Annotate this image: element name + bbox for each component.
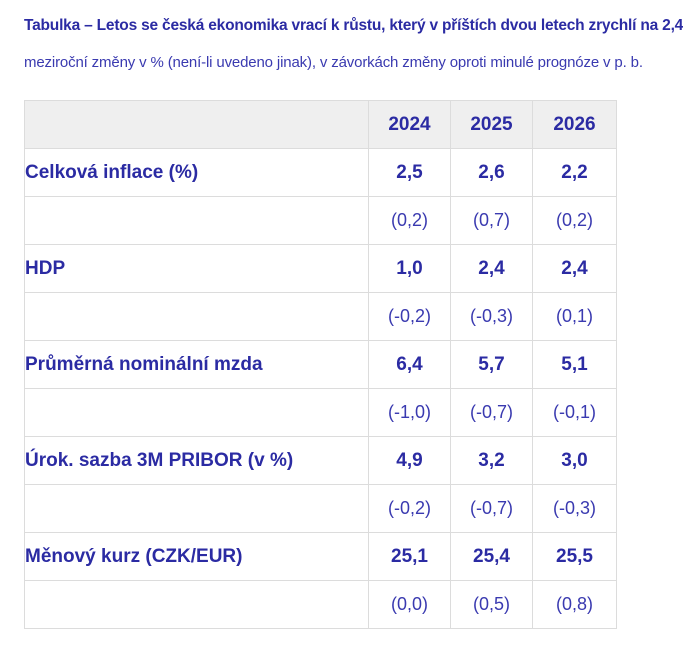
empty-cell	[24, 196, 369, 245]
change-cell: (-0,3)	[532, 484, 617, 533]
change-cell: (-0,7)	[450, 484, 533, 533]
table-subcaption: meziroční změny v % (není-li uvedeno jin…	[24, 54, 643, 71]
change-cell: (0,1)	[532, 292, 617, 341]
change-cell: (0,2)	[532, 196, 617, 245]
table-row: Celková inflace (%) 2,5 2,6 2,2	[24, 148, 617, 197]
value-cell: 3,0	[532, 436, 617, 485]
table-row: Měnový kurz (CZK/EUR) 25,1 25,4 25,5	[24, 532, 617, 581]
empty-cell	[24, 388, 369, 437]
table-row: Úrok. sazba 3M PRIBOR (v %) 4,9 3,2 3,0	[24, 436, 617, 485]
change-row: (-0,2) (-0,7) (-0,3)	[24, 484, 617, 533]
value-cell: 2,6	[450, 148, 533, 197]
table-caption: Tabulka – Letos se česká ekonomika vrací…	[24, 17, 683, 34]
value-cell: 4,9	[368, 436, 451, 485]
value-cell: 3,2	[450, 436, 533, 485]
header-corner-cell	[24, 100, 369, 149]
forecast-table: 2024 2025 2026 Celková inflace (%) 2,5 2…	[24, 100, 617, 629]
change-cell: (-0,2)	[368, 484, 451, 533]
change-cell: (-0,3)	[450, 292, 533, 341]
row-label: Průměrná nominální mzda	[24, 340, 369, 389]
value-cell: 25,5	[532, 532, 617, 581]
change-cell: (0,0)	[368, 580, 451, 629]
change-cell: (0,2)	[368, 196, 451, 245]
value-cell: 25,1	[368, 532, 451, 581]
value-cell: 5,7	[450, 340, 533, 389]
row-label: Měnový kurz (CZK/EUR)	[24, 532, 369, 581]
year-header: 2024	[368, 100, 451, 149]
change-row: (0,0) (0,5) (0,8)	[24, 580, 617, 629]
value-cell: 6,4	[368, 340, 451, 389]
change-cell: (-0,1)	[532, 388, 617, 437]
year-header: 2025	[450, 100, 533, 149]
value-cell: 25,4	[450, 532, 533, 581]
change-cell: (0,7)	[450, 196, 533, 245]
value-cell: 5,1	[532, 340, 617, 389]
change-row: (0,2) (0,7) (0,2)	[24, 196, 617, 245]
value-cell: 2,4	[532, 244, 617, 293]
header-row: 2024 2025 2026	[24, 100, 617, 149]
change-cell: (0,8)	[532, 580, 617, 629]
row-label: Úrok. sazba 3M PRIBOR (v %)	[24, 436, 369, 485]
value-cell: 2,2	[532, 148, 617, 197]
row-label: Celková inflace (%)	[24, 148, 369, 197]
change-cell: (-0,2)	[368, 292, 451, 341]
empty-cell	[24, 292, 369, 341]
table-row: HDP 1,0 2,4 2,4	[24, 244, 617, 293]
change-cell: (-1,0)	[368, 388, 451, 437]
change-cell: (0,5)	[450, 580, 533, 629]
value-cell: 2,4	[450, 244, 533, 293]
row-label: HDP	[24, 244, 369, 293]
table-row: Průměrná nominální mzda 6,4 5,7 5,1	[24, 340, 617, 389]
value-cell: 1,0	[368, 244, 451, 293]
value-cell: 2,5	[368, 148, 451, 197]
change-row: (-1,0) (-0,7) (-0,1)	[24, 388, 617, 437]
change-cell: (-0,7)	[450, 388, 533, 437]
empty-cell	[24, 484, 369, 533]
empty-cell	[24, 580, 369, 629]
year-header: 2026	[532, 100, 617, 149]
change-row: (-0,2) (-0,3) (0,1)	[24, 292, 617, 341]
